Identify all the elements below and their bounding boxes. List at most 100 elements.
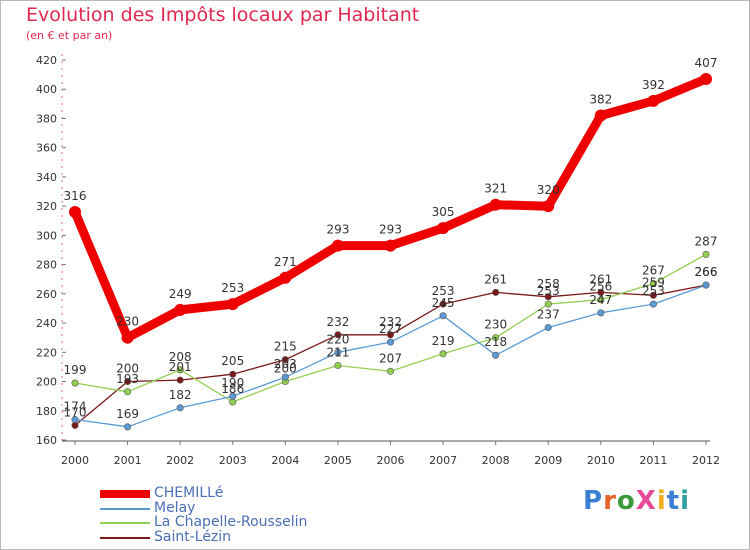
legend-label: La Chapelle-Rousselin xyxy=(154,514,308,530)
data-point xyxy=(386,331,394,339)
chart-subtitle: (en € et par an) xyxy=(26,29,113,42)
data-label: 320 xyxy=(537,183,560,197)
data-label: 261 xyxy=(484,272,507,286)
data-point xyxy=(281,373,289,381)
series-points xyxy=(69,73,712,431)
x-tick-label: 2004 xyxy=(271,454,299,467)
data-point xyxy=(702,281,710,289)
legend-label: CHEMILLé xyxy=(154,485,224,501)
data-label: 199 xyxy=(64,363,87,377)
y-tick-label: 220 xyxy=(36,346,57,359)
data-point xyxy=(544,323,552,331)
data-labels: 170 200 201 205 215 232 232 253 261 258 261 259 266 1… xyxy=(64,56,718,421)
data-point xyxy=(647,94,660,107)
data-point xyxy=(386,367,394,375)
data-point xyxy=(71,421,79,429)
data-label: 287 xyxy=(695,234,718,248)
data-label: 200 xyxy=(116,362,139,376)
legend-item: Melay xyxy=(100,500,400,519)
data-point xyxy=(124,423,132,431)
data-label: 259 xyxy=(642,275,665,289)
data-label: 200 xyxy=(274,362,297,376)
data-point xyxy=(121,331,134,344)
data-label: 249 xyxy=(169,287,192,301)
data-point xyxy=(176,366,184,374)
data-point xyxy=(124,388,132,396)
data-point xyxy=(439,312,447,320)
x-tick-label: 2001 xyxy=(114,454,142,467)
data-point xyxy=(71,379,79,387)
x-tick-label: 2003 xyxy=(219,454,247,467)
data-label: 230 xyxy=(116,315,139,329)
data-label: 253 xyxy=(537,284,560,298)
logo-letter: i xyxy=(656,486,667,516)
data-label: 208 xyxy=(169,350,192,364)
data-point xyxy=(334,348,342,356)
legend-swatch xyxy=(100,490,150,498)
data-point xyxy=(279,271,292,284)
data-point xyxy=(594,109,607,122)
data-label: 232 xyxy=(379,315,402,329)
data-point xyxy=(439,300,447,308)
data-label: 170 xyxy=(64,405,87,419)
data-label: 215 xyxy=(274,340,297,354)
chart-title: Evolution des Impôts locaux par Habitant xyxy=(26,4,420,26)
data-point xyxy=(492,351,500,359)
data-point xyxy=(542,200,555,213)
data-point xyxy=(124,378,132,386)
data-label: 207 xyxy=(379,351,402,365)
data-label: 245 xyxy=(432,296,455,310)
data-point xyxy=(229,370,237,378)
data-point xyxy=(700,73,712,85)
chart-axes: 160 180 200 220 240 260 280 300 320 340 360 380 400 4… xyxy=(36,54,720,467)
data-point xyxy=(331,239,344,252)
x-tick-label: 2011 xyxy=(639,454,667,467)
data-label: 218 xyxy=(484,335,507,349)
legend-swatch xyxy=(100,537,150,539)
y-tick-label: 240 xyxy=(36,317,57,330)
data-label: 203 xyxy=(274,357,297,371)
data-label: 293 xyxy=(379,223,402,237)
data-label: 261 xyxy=(589,272,612,286)
data-label: 247 xyxy=(589,293,612,307)
data-label: 237 xyxy=(537,307,560,321)
data-point xyxy=(384,239,397,252)
data-label: 205 xyxy=(221,354,244,368)
data-label: 407 xyxy=(695,56,718,70)
logo-letter: i xyxy=(680,486,691,516)
data-point xyxy=(69,206,81,218)
data-point xyxy=(597,309,605,317)
logo-letter: X xyxy=(635,486,657,516)
y-tick-label: 380 xyxy=(36,112,57,125)
data-point xyxy=(492,334,500,342)
data-label: 201 xyxy=(169,360,192,374)
data-label: 267 xyxy=(642,264,665,278)
data-label: 392 xyxy=(642,78,665,92)
data-point xyxy=(702,250,710,258)
data-label: 232 xyxy=(326,315,349,329)
data-point xyxy=(386,338,394,346)
data-point xyxy=(437,222,450,235)
x-tick-label: 2010 xyxy=(587,454,615,467)
legend-item: La Chapelle-Rousselin xyxy=(100,514,400,533)
data-point xyxy=(544,300,552,308)
data-label: 253 xyxy=(221,281,244,295)
legend-label: Saint-Lézin xyxy=(154,529,232,545)
data-label: 169 xyxy=(116,407,139,421)
y-tick-label: 400 xyxy=(36,83,57,96)
data-label: 186 xyxy=(221,382,244,396)
x-tick-label: 2000 xyxy=(61,454,89,467)
data-label: 253 xyxy=(642,284,665,298)
logo-letter: P xyxy=(583,486,604,516)
y-tick-label: 300 xyxy=(36,229,57,242)
data-point xyxy=(71,416,79,424)
data-point xyxy=(176,376,184,384)
data-label: 316 xyxy=(64,189,87,203)
x-tick-label: 2007 xyxy=(429,454,457,467)
x-tick-label: 2008 xyxy=(482,454,510,467)
y-tick-label: 260 xyxy=(36,288,57,301)
y-tick-label: 320 xyxy=(36,200,57,213)
data-label: 230 xyxy=(484,318,507,332)
